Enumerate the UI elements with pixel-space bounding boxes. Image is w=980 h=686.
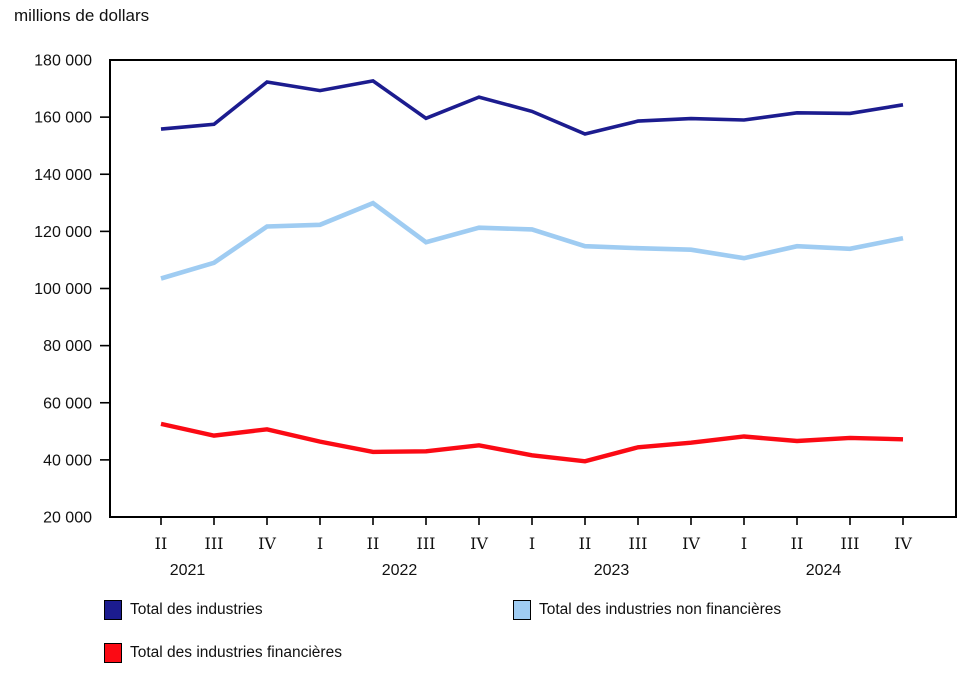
legend-item-financial: Total des industries financières [104,643,342,663]
y-axis-label: 180 000 [34,53,92,70]
y-axis-label: 160 000 [34,110,92,127]
year-label: 2022 [382,562,418,579]
x-axis-label: III [629,534,648,553]
series-line-1 [160,200,904,281]
y-axis-label: 100 000 [34,281,92,298]
line-chart: 180 000 160 000 140 000 120 000 100 000 80 00… [34,53,957,579]
x-axis-label: IV [894,534,912,553]
chart-title: millions de dollars [14,6,150,25]
legend-label: Total des industries financières [130,644,342,661]
plot-frame [109,59,957,518]
year-label: 2023 [594,562,630,579]
legend-swatch-financial [104,643,122,663]
x-axis-label: I [529,534,535,553]
x-axis-label: II [791,534,804,553]
legend-item-total-industries: Total des industries [104,600,263,620]
series-line-2 [160,421,904,464]
y-axis-label: 60 000 [43,395,92,412]
y-axis-label: 20 000 [43,510,92,527]
legend-swatch-total-industries [104,600,122,620]
y-axis-label: 120 000 [34,224,92,241]
y-axis-label: 80 000 [43,338,92,355]
x-axis-label: I [741,534,747,553]
x-axis-label: III [841,534,860,553]
legend-label: Total des industries non financières [539,601,782,618]
legend-label: Total des industries [130,601,263,618]
y-axis-label: 140 000 [34,167,92,184]
x-axis-label: II [367,534,380,553]
x-axis-label: I [317,534,323,553]
x-axis-label: II [155,534,168,553]
x-axis-label: III [417,534,436,553]
legend-swatch-non-financial [513,600,531,620]
series-line-0 [160,78,904,136]
year-label: 2021 [170,562,206,579]
legend-item-non-financial: Total des industries non financières [513,600,781,620]
year-label: 2024 [806,562,842,579]
x-axis-label: II [579,534,592,553]
x-axis-label: III [205,534,224,553]
x-axis-label: IV [470,534,488,553]
y-axis-label: 40 000 [43,452,92,469]
x-axis-label: IV [682,534,700,553]
x-axis-label: IV [258,534,276,553]
